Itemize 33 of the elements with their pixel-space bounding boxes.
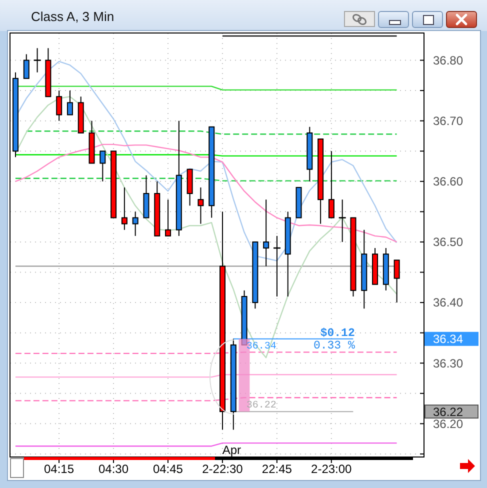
candlestick <box>165 199 172 236</box>
y-tick-label: 36.22 <box>433 404 464 419</box>
y-tick-label: 36.60 <box>433 174 464 189</box>
candlestick <box>263 199 270 267</box>
y-tick-label: 36.20 <box>433 416 464 431</box>
y-tick-label: 36.40 <box>433 296 464 310</box>
y-tick-label: 36.30 <box>433 356 464 370</box>
candlestick <box>23 54 30 79</box>
y-tick-label: 36.34 <box>433 332 464 346</box>
candlestick <box>132 211 138 236</box>
candlestick <box>66 90 73 116</box>
y-tick-label: 36.80 <box>433 53 464 68</box>
line-series <box>14 144 398 243</box>
candlestick <box>100 150 106 182</box>
annotation: 0.33 % <box>313 339 355 352</box>
line-series <box>14 96 398 358</box>
candlestick <box>394 260 400 304</box>
annotation: $0.12 <box>320 326 355 340</box>
chart-title: Class A, 3 Min <box>31 9 114 24</box>
candlestick <box>121 186 128 230</box>
candlestick <box>198 186 204 224</box>
x-tick-label: 04:30 <box>98 462 129 476</box>
x-tick-label: 22:45 <box>262 462 292 476</box>
x-tick-label: 2-22:30 <box>202 462 244 476</box>
y-tick-label: 36.50 <box>433 235 464 250</box>
candlestick <box>328 150 334 218</box>
y-tick-label: 36.70 <box>433 114 464 128</box>
candlestick <box>56 90 62 122</box>
x-tick-label: 04:15 <box>44 462 74 476</box>
annotation: Apr <box>222 443 242 457</box>
ref-line-label: 36.34 <box>246 341 276 352</box>
x-tick-label: 04:45 <box>152 462 184 476</box>
x-tick-label: 2-23:00 <box>311 462 352 476</box>
